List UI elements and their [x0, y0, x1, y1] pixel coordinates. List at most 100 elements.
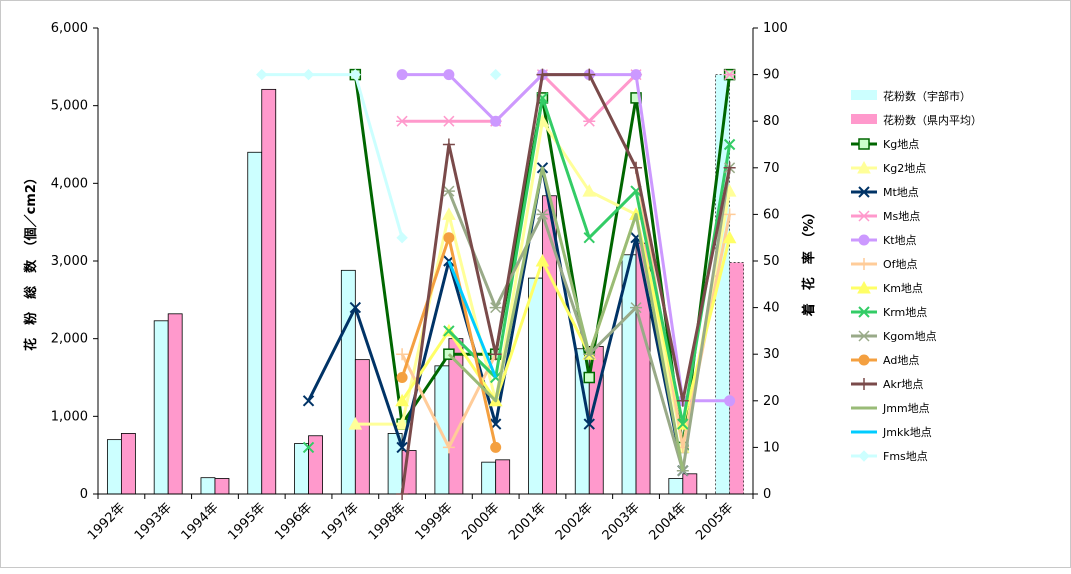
y-right-tick-label: 70 [763, 161, 780, 176]
bar-ube-2 [200, 477, 216, 495]
series-point [442, 185, 455, 197]
series-point [723, 138, 736, 151]
legend-label: 花粉数（宇部市） [883, 89, 971, 103]
bar-pref-2 [214, 478, 230, 495]
legend-label: Kg地点 [883, 138, 919, 151]
series-point [489, 302, 502, 314]
legend-item-9: Krm地点 [851, 306, 927, 319]
y-right-tick-label: 80 [763, 114, 780, 129]
legend-label: Ad地点 [883, 354, 919, 367]
series-point [582, 184, 597, 197]
series-point [302, 395, 315, 407]
series-point [396, 441, 408, 454]
bar-pref-12 [682, 473, 698, 495]
series-point [583, 231, 595, 244]
series-point [396, 348, 409, 361]
bar-ube-0 [106, 439, 122, 495]
series-point [443, 232, 455, 244]
legend-item-11: Ad地点 [851, 354, 919, 367]
series-point [442, 207, 456, 220]
x-tick-label: 1992年 [85, 500, 128, 543]
legend-label: Jmkk地点 [882, 426, 932, 439]
series-point [302, 441, 315, 454]
x-tick-label: 1999年 [413, 500, 456, 543]
x-tick-label: 1993年 [132, 500, 175, 543]
legend-marker [857, 160, 871, 174]
series-line [447, 260, 498, 379]
y-right-tick-label: 90 [763, 68, 780, 83]
bar-ube-9 [528, 277, 543, 495]
series-point [396, 115, 409, 127]
lines-layer [256, 68, 737, 500]
series-point [583, 68, 596, 81]
legend-label: Km地点 [883, 282, 923, 295]
y-right-tick-label: 30 [763, 347, 780, 362]
bars-layer [106, 74, 745, 495]
legend-swatch [851, 114, 877, 124]
legend-label: Jmm地点 [882, 402, 930, 415]
series-point [489, 68, 502, 81]
series-point [583, 418, 595, 430]
legend-marker [858, 354, 870, 366]
legend-item-15: Fms地点 [851, 450, 928, 463]
x-tick-label: 2001年 [506, 500, 549, 543]
series-point [442, 441, 455, 454]
y-right-tick-label: 20 [763, 394, 780, 409]
series-point [583, 115, 596, 127]
legend-item-8: Km地点 [851, 280, 923, 295]
bar-pref-3 [261, 88, 277, 495]
y-right-tick-label: 0 [763, 487, 771, 502]
x-tick-label: 1995年 [225, 500, 268, 543]
series-line [400, 73, 732, 495]
x-tick-label: 1996年 [272, 500, 315, 543]
series-point [396, 69, 408, 81]
series-point [443, 325, 455, 337]
series-point [489, 348, 502, 361]
series-point [349, 68, 362, 81]
line-series-12 [447, 260, 498, 379]
series-point [723, 69, 736, 81]
legend-item-7: Of地点 [851, 258, 918, 271]
axes-layer: 0 1,000 2,000 3,000 4,000 5,000 6,000 0 10 20 30 40… [23, 21, 817, 543]
bar-ube-8 [481, 461, 497, 495]
series-point [536, 68, 549, 81]
series-point [583, 371, 595, 384]
legend-item-14: Jmkk地点 [851, 426, 932, 439]
series-point [349, 301, 362, 314]
bar-ube-1 [153, 320, 169, 495]
series-point [395, 417, 409, 430]
y-right-tick-label: 60 [763, 207, 780, 222]
series-point [442, 115, 455, 127]
legend-item-4: Mt地点 [851, 186, 919, 199]
bar-ube-5 [340, 269, 356, 495]
bar-pref-8 [495, 459, 511, 495]
bar-pref-0 [120, 433, 136, 495]
legend-item-3: Kg2地点 [851, 160, 926, 175]
y-left-tick-label: 0 [80, 487, 88, 502]
legend-swatch [851, 90, 877, 100]
series-point [442, 138, 455, 151]
series-point [443, 69, 455, 81]
legend: 花粉数（宇部市） 花粉数（県内平均） Kg地点 Kg2地点 Mt地点 Ms地点 Kt地点 Of… [851, 89, 982, 463]
bar-ube-7 [434, 365, 450, 495]
series-point [302, 68, 315, 81]
x-tick-label: 1997年 [319, 500, 362, 543]
y-right-tick-label: 40 [763, 301, 780, 316]
legend-label: Ms地点 [883, 210, 920, 223]
bar-ube-4 [294, 443, 309, 495]
legend-label: Kgom地点 [883, 330, 937, 343]
series-line [261, 73, 404, 239]
y-left-tick-label: 3,000 [51, 254, 88, 269]
legend-marker [858, 450, 870, 462]
legend-label: Krm地点 [883, 306, 927, 319]
legend-marker [858, 234, 870, 246]
legend-label: Kt地点 [883, 234, 917, 247]
y-right-tick-label: 100 [763, 21, 788, 36]
x-tick-label: 2004年 [646, 500, 689, 543]
series-point [490, 441, 502, 453]
y-left-tick-label: 1,000 [51, 409, 88, 424]
series-point [630, 161, 643, 174]
series-point [677, 418, 689, 430]
series-point [536, 208, 549, 220]
